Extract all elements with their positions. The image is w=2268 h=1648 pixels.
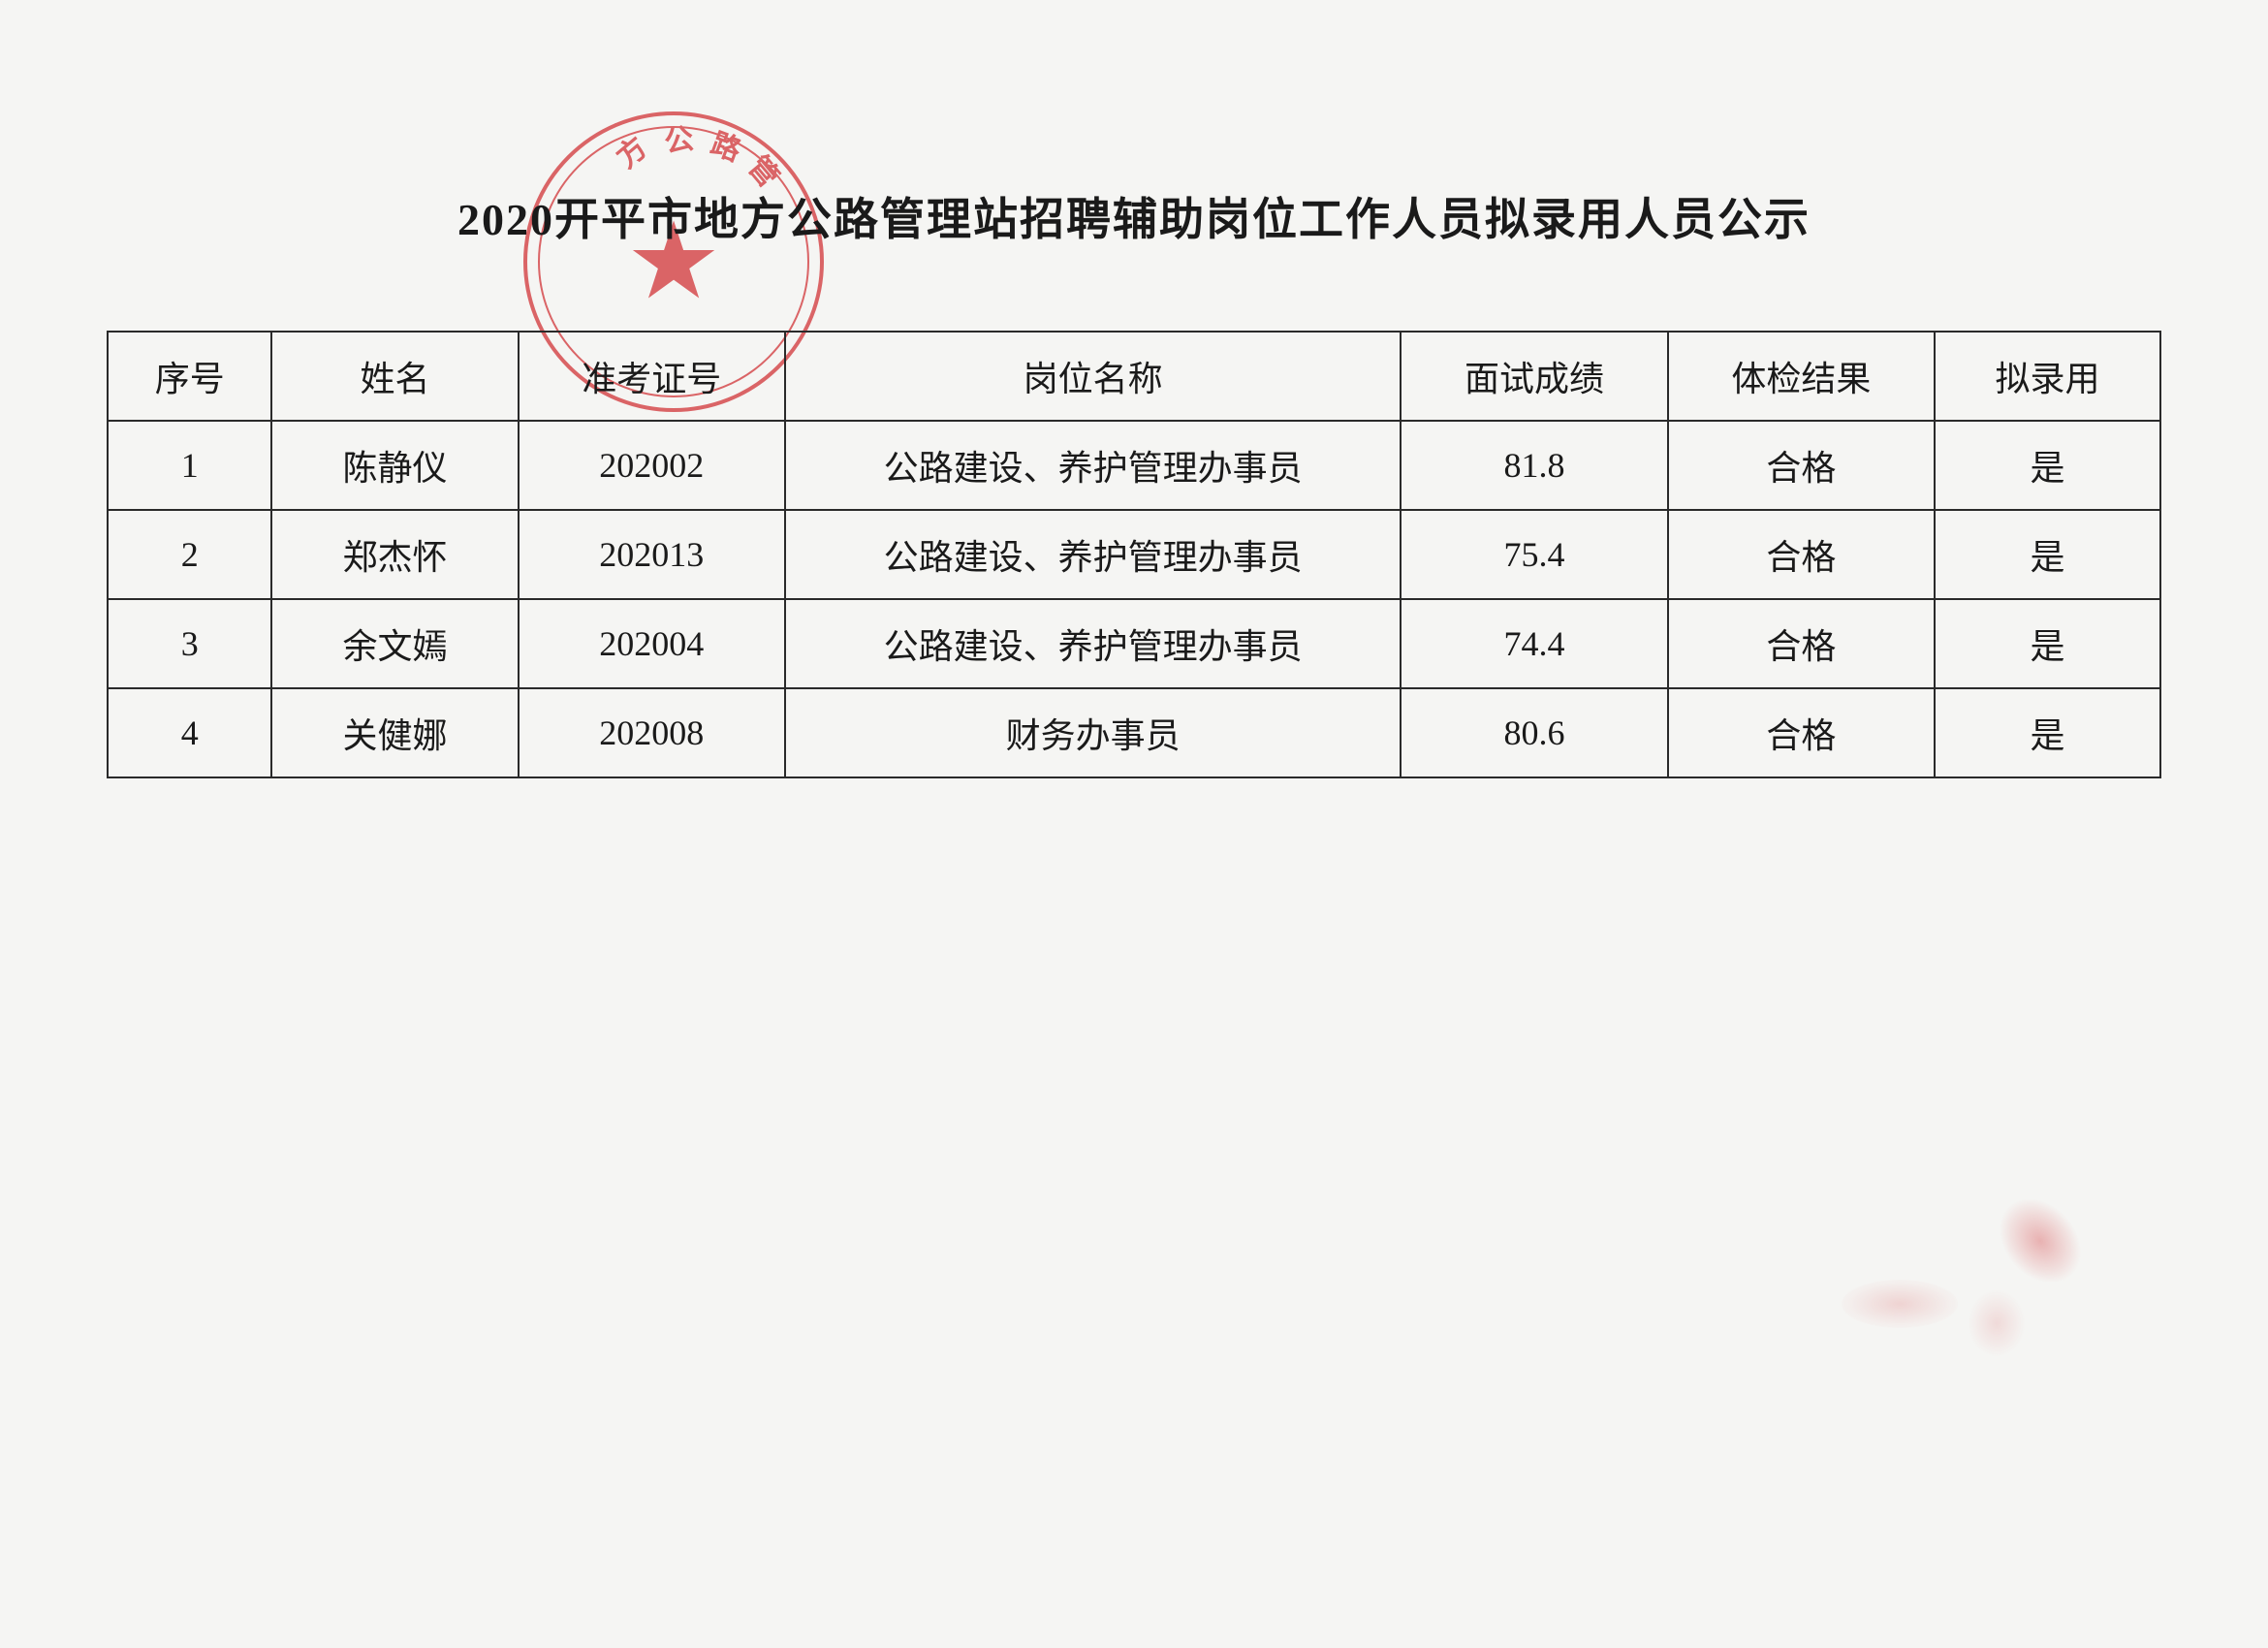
cell-hired: 是 — [1935, 510, 2160, 599]
cell-position: 公路建设、养护管理办事员 — [785, 421, 1401, 510]
column-header-name: 姓名 — [271, 332, 518, 421]
cell-score: 80.6 — [1401, 688, 1667, 777]
cell-seq: 3 — [108, 599, 271, 688]
table-row: 2 郑杰怀 202013 公路建设、养护管理办事员 75.4 合格 是 — [108, 510, 2160, 599]
cell-name: 陈静仪 — [271, 421, 518, 510]
column-header-health: 体检结果 — [1668, 332, 1935, 421]
cell-name: 郑杰怀 — [271, 510, 518, 599]
cell-position: 公路建设、养护管理办事员 — [785, 510, 1401, 599]
cell-seq: 1 — [108, 421, 271, 510]
table-row: 1 陈静仪 202002 公路建设、养护管理办事员 81.8 合格 是 — [108, 421, 2160, 510]
hiring-table: 序号 姓名 准考证号 岗位名称 面试成绩 体检结果 拟录用 1 陈静仪 2020… — [107, 331, 2161, 778]
table-row: 4 关健娜 202008 财务办事员 80.6 合格 是 — [108, 688, 2160, 777]
cell-hired: 是 — [1935, 421, 2160, 510]
cell-hired: 是 — [1935, 599, 2160, 688]
column-header-sequence: 序号 — [108, 332, 271, 421]
table-header-row: 序号 姓名 准考证号 岗位名称 面试成绩 体检结果 拟录用 — [108, 332, 2160, 421]
cell-position: 财务办事员 — [785, 688, 1401, 777]
table-row: 3 余文嫣 202004 公路建设、养护管理办事员 74.4 合格 是 — [108, 599, 2160, 688]
cell-position: 公路建设、养护管理办事员 — [785, 599, 1401, 688]
column-header-position: 岗位名称 — [785, 332, 1401, 421]
cell-health: 合格 — [1668, 688, 1935, 777]
cell-seq: 2 — [108, 510, 271, 599]
cell-score: 81.8 — [1401, 421, 1667, 510]
cell-exam-no: 202002 — [519, 421, 785, 510]
smudge-mark — [1996, 1186, 2085, 1295]
document-page: ★ 方 公 路 管 2020开平市地方公路管理站招聘辅助岗位工作人员拟录用人员公… — [0, 0, 2268, 1648]
cell-health: 合格 — [1668, 421, 1935, 510]
cell-exam-no: 202013 — [519, 510, 785, 599]
column-header-score: 面试成绩 — [1401, 332, 1667, 421]
cell-score: 74.4 — [1401, 599, 1667, 688]
smudge-mark — [1842, 1280, 1958, 1328]
cell-score: 75.4 — [1401, 510, 1667, 599]
cell-name: 关健娜 — [271, 688, 518, 777]
cell-name: 余文嫣 — [271, 599, 518, 688]
cell-seq: 4 — [108, 688, 271, 777]
column-header-hired: 拟录用 — [1935, 332, 2160, 421]
cell-exam-no: 202008 — [519, 688, 785, 777]
cell-health: 合格 — [1668, 510, 1935, 599]
cell-health: 合格 — [1668, 599, 1935, 688]
page-title: 2020开平市地方公路管理站招聘辅助岗位工作人员拟录用人员公示 — [107, 184, 2161, 248]
column-header-exam-no: 准考证号 — [519, 332, 785, 421]
ink-smudge — [1842, 1202, 2084, 1357]
smudge-mark — [1968, 1289, 2026, 1357]
cell-hired: 是 — [1935, 688, 2160, 777]
cell-exam-no: 202004 — [519, 599, 785, 688]
